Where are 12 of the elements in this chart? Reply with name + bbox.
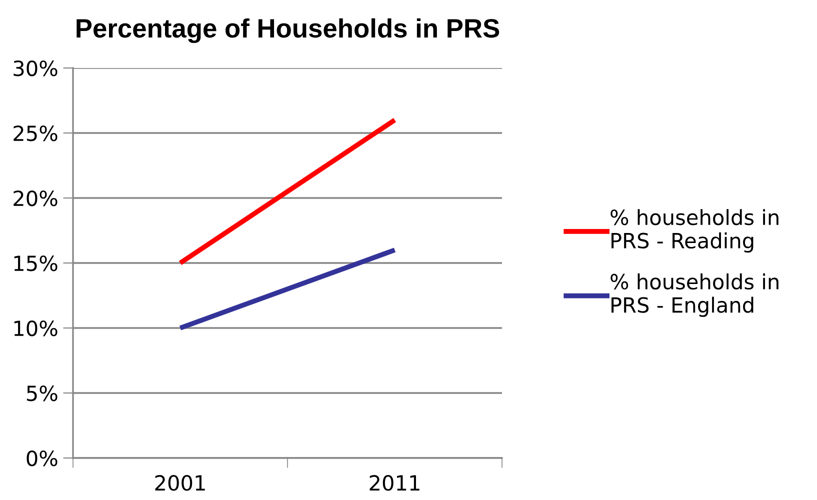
y-tick-label: 0%	[26, 450, 58, 466]
chart-title: Percentage of Households in PRS	[76, 18, 500, 44]
legend-label: % households in PRS - England	[610, 273, 778, 317]
y-tick-label: 25%	[14, 125, 58, 142]
legend-label: % households in PRS - Reading	[610, 209, 778, 253]
y-tick-label: 30%	[14, 60, 58, 76]
y-tick-label: 20%	[14, 190, 58, 206]
y-tick-label: 15%	[14, 255, 58, 272]
x-tick-label: 2001	[155, 475, 205, 491]
x-tick-label: 2011	[370, 475, 420, 491]
y-tick-label: 10%	[14, 320, 58, 336]
y-tick-label: 5%	[26, 385, 58, 402]
